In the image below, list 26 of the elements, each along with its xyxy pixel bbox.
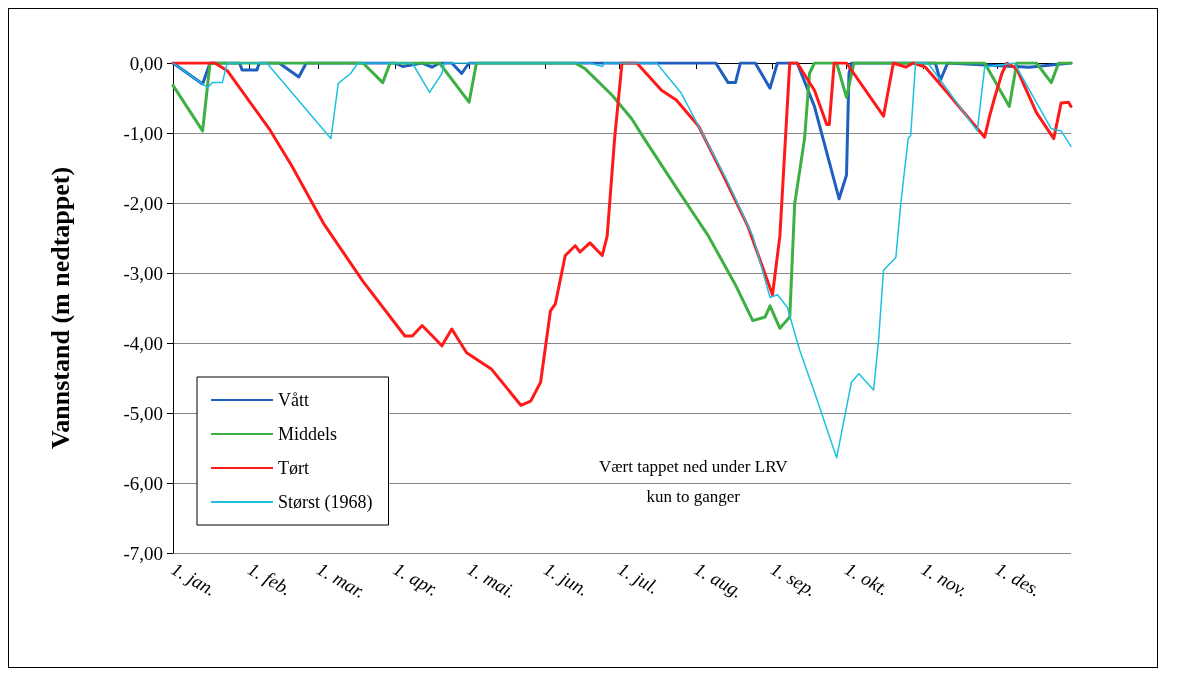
- y-tick-label: 0,00: [129, 52, 163, 74]
- y-tick-label: -1,00: [123, 122, 163, 144]
- x-tick-label: 1. feb.: [244, 557, 296, 600]
- y-tick-label: -3,00: [123, 262, 163, 284]
- y-tick-label: -2,00: [123, 192, 163, 214]
- x-tick-label: 1. sep.: [767, 557, 821, 601]
- x-tick-label: 1. apr.: [389, 557, 442, 601]
- x-tick-label: 1. nov.: [917, 557, 972, 601]
- y-tick-label: -5,00: [123, 402, 163, 424]
- x-tick-label: 1. okt.: [841, 557, 893, 600]
- y-tick-label: -7,00: [123, 542, 163, 564]
- y-axis-title: Vannstand (m nedtappet): [45, 166, 75, 450]
- x-tick-label: 1. jul.: [614, 557, 663, 598]
- annotation: Vært tappet ned under LRV kun to ganger: [599, 456, 789, 506]
- x-tick-label: 1. des.: [991, 557, 1045, 601]
- legend-label: Tørt: [278, 458, 309, 478]
- y-tick-label: -6,00: [123, 472, 163, 494]
- x-tick-label: 1. jun.: [540, 557, 593, 601]
- y-tick-label: -4,00: [123, 332, 163, 354]
- x-tick-label: 1. mar.: [313, 557, 370, 603]
- legend-label: Middels: [278, 424, 338, 444]
- legend-label: Vått: [278, 390, 309, 410]
- x-tick-label: 1. aug.: [690, 557, 747, 603]
- x-tick-label: 1. mai.: [463, 557, 520, 603]
- legend-label: Størst (1968): [278, 492, 373, 513]
- x-tick-label: 1. jan.: [167, 557, 220, 601]
